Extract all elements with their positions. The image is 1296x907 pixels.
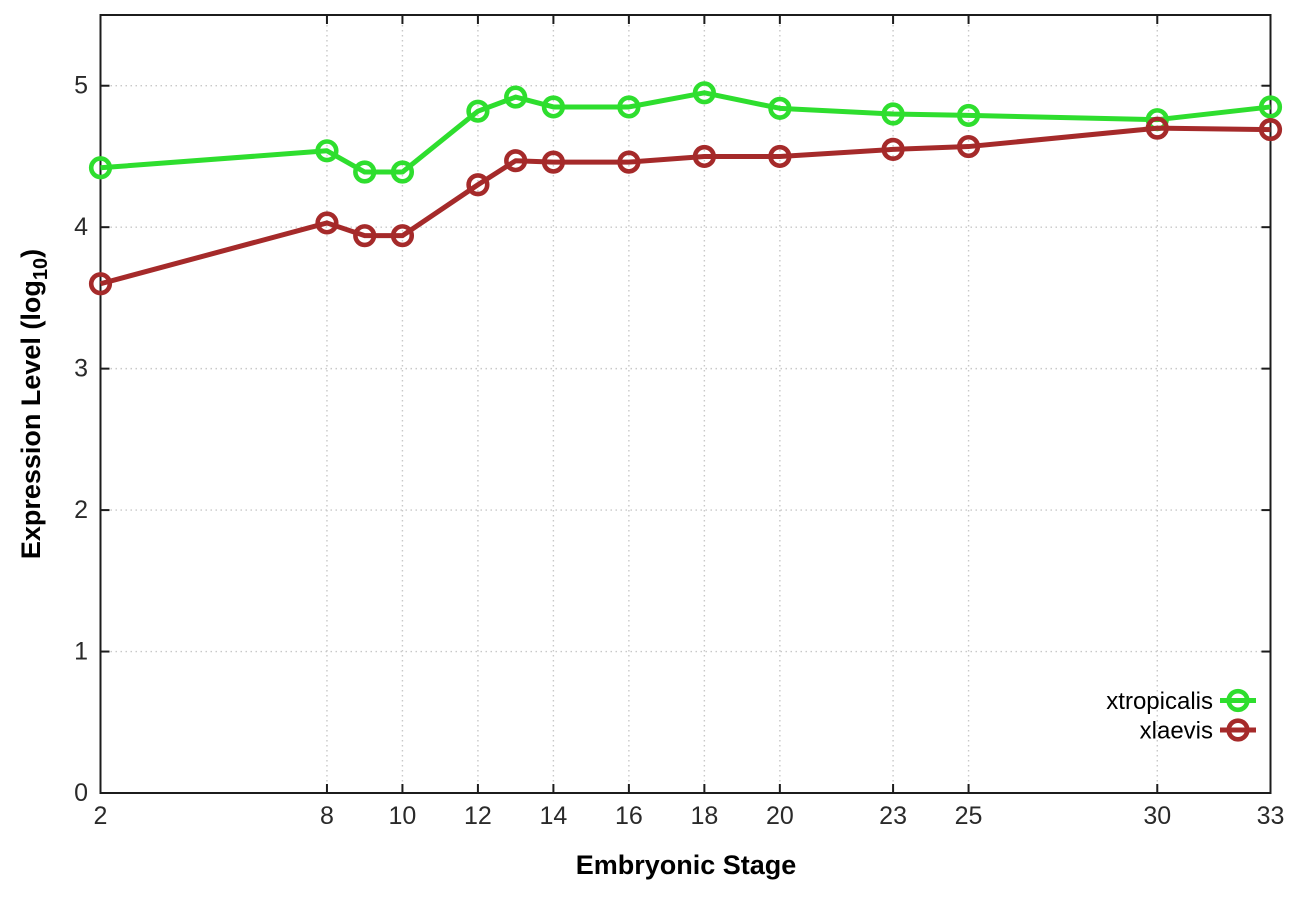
marker-xlaevis-stage-20 bbox=[768, 144, 792, 169]
tick-label-x-14: 14 bbox=[539, 802, 567, 830]
marker-xtropicalis-stage-12 bbox=[466, 99, 490, 123]
legend-entry-xtropicalis: xtropicalis bbox=[1106, 688, 1256, 715]
series-line-xtropicalis bbox=[100, 90, 1271, 175]
marker-xtropicalis-stage-13 bbox=[504, 85, 528, 109]
marker-xlaevis-stage-33 bbox=[1258, 117, 1283, 142]
marker-xtropicalis-stage-8 bbox=[315, 139, 339, 163]
marker-xlaevis-stage-18 bbox=[692, 144, 716, 169]
marker-xlaevis-stage-14 bbox=[541, 150, 566, 174]
marker-xtropicalis-stage-23 bbox=[881, 102, 905, 126]
tick-label-x-33: 33 bbox=[1257, 802, 1285, 830]
marker-xlaevis-stage-12 bbox=[466, 173, 490, 197]
y-axis-label: Expression Level (log10) bbox=[16, 249, 52, 559]
y-axis-label-subscript: 10 bbox=[30, 258, 52, 280]
tick-label-x-25: 25 bbox=[955, 802, 983, 830]
marker-xlaevis-stage-16 bbox=[617, 150, 641, 174]
legend-entry-xlaevis: xlaevis bbox=[1140, 718, 1256, 745]
tick-label-x-2: 2 bbox=[94, 802, 108, 830]
grid-layer bbox=[100, 15, 1271, 793]
marker-xlaevis-stage-25 bbox=[956, 134, 981, 159]
plot-border bbox=[99, 14, 1272, 794]
marker-xtropicalis-stage-16 bbox=[617, 95, 641, 119]
marker-xlaevis-stage-2 bbox=[88, 272, 113, 296]
marker-xtropicalis-stage-25 bbox=[956, 103, 981, 128]
marker-xlaevis-stage-8 bbox=[315, 211, 339, 235]
marker-xtropicalis-stage-14 bbox=[541, 95, 566, 119]
marker-xtropicalis-stage-2 bbox=[88, 156, 113, 180]
y-axis-label-suffix: ) bbox=[16, 249, 46, 258]
legend-label-xlaevis: xlaevis bbox=[1140, 718, 1213, 745]
legend-marker-xlaevis bbox=[1226, 718, 1250, 742]
y-axis-label-prefix: Expression Level (log bbox=[16, 280, 46, 559]
tick-label-y-0: 0 bbox=[74, 779, 88, 807]
marker-xlaevis-stage-10 bbox=[390, 224, 415, 248]
tick-label-y-3: 3 bbox=[74, 355, 88, 383]
marker-xlaevis-stage-23 bbox=[881, 137, 905, 161]
legend-marker-xtropicalis bbox=[1226, 688, 1250, 713]
legend: xtropicalis xlaevis bbox=[1106, 688, 1256, 745]
tick-label-y-4: 4 bbox=[74, 213, 88, 241]
legend-label-xtropicalis: xtropicalis bbox=[1106, 688, 1213, 715]
marker-xtropicalis-stage-33 bbox=[1258, 95, 1283, 119]
tick-label-x-18: 18 bbox=[690, 802, 718, 830]
marker-xlaevis-stage-13 bbox=[504, 149, 528, 173]
tick-label-y-2: 2 bbox=[74, 496, 88, 524]
marker-xlaevis-stage-9 bbox=[353, 224, 377, 248]
marker-xtropicalis-stage-18 bbox=[692, 81, 716, 105]
tick-label-x-16: 16 bbox=[615, 802, 643, 830]
marker-xtropicalis-stage-10 bbox=[390, 160, 415, 184]
tick-label-x-23: 23 bbox=[879, 802, 907, 830]
tick-label-x-20: 20 bbox=[766, 802, 794, 830]
tick-label-x-8: 8 bbox=[320, 802, 334, 830]
marker-xtropicalis-stage-9 bbox=[353, 160, 377, 184]
tick-label-x-10: 10 bbox=[389, 802, 417, 830]
tick-label-x-30: 30 bbox=[1143, 802, 1171, 830]
tick-label-x-12: 12 bbox=[464, 802, 492, 830]
tick-label-y-1: 1 bbox=[74, 638, 88, 666]
marker-xlaevis-stage-30 bbox=[1145, 116, 1169, 140]
series-line-xlaevis bbox=[99, 125, 1271, 287]
tick-label-y-5: 5 bbox=[74, 72, 88, 100]
marker-xtropicalis-stage-20 bbox=[768, 96, 792, 120]
x-axis-label: Embryonic Stage bbox=[576, 850, 797, 880]
series-layer bbox=[88, 81, 1283, 296]
